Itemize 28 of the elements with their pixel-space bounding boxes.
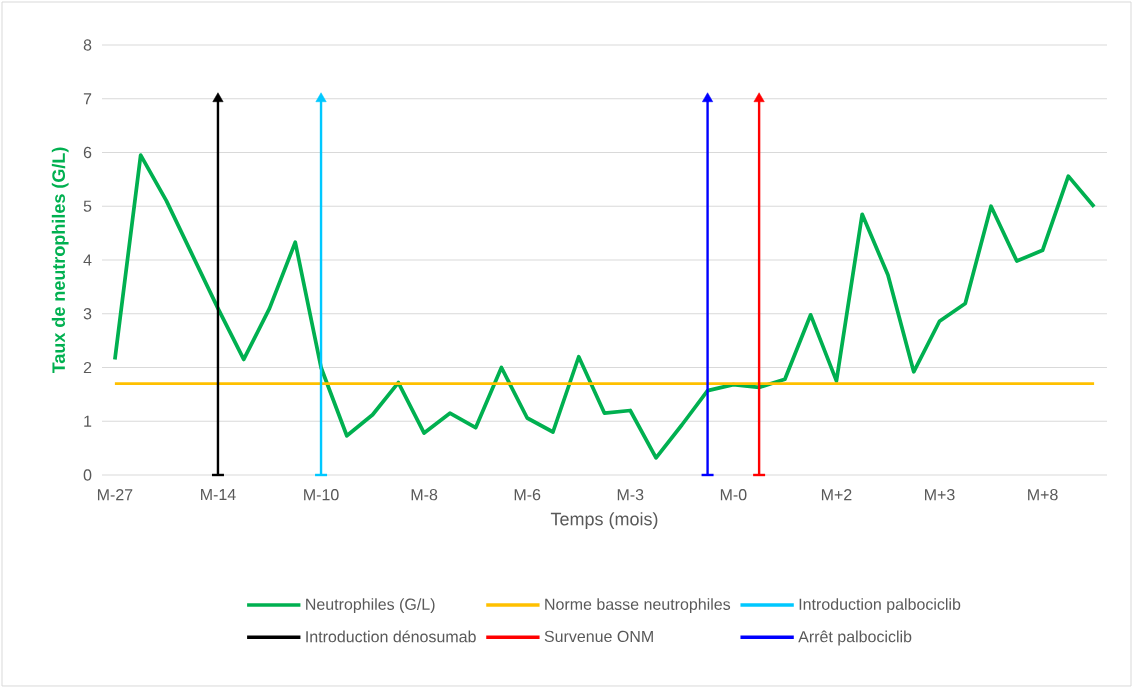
x-tick-label: M-8 [411, 489, 438, 501]
y-tick-label: 4 [83, 254, 92, 266]
x-tick-label: M-6 [514, 489, 541, 501]
x-tick-label: M-27 [97, 489, 133, 501]
y-tick-label: 8 [83, 39, 92, 51]
line-series [113, 153, 1096, 460]
legend-label: Neutrophiles (G/L) [306, 598, 435, 614]
x-tick-label: M+2 [821, 489, 852, 501]
x-tick-label: M+8 [1028, 489, 1058, 501]
x-tick-label: M+3 [925, 489, 955, 501]
y-tick-label: 2 [83, 361, 92, 374]
legend-label: Norme basse neutrophiles [545, 598, 731, 614]
x-axis-title: Temps (mois) [550, 512, 658, 529]
y-tick-label: 3 [83, 308, 92, 320]
x-tick-label: M-14 [201, 489, 236, 501]
y-tick-label: 1 [84, 415, 92, 427]
y-tick-label: 5 [83, 200, 92, 212]
y-tick-label: 0 [83, 469, 92, 481]
legend-label: Introduction palbociclib [799, 598, 961, 614]
y-tick-label: 7 [83, 93, 92, 105]
y-tick-label: 6 [83, 146, 92, 159]
legend-label: Arrêt palbociclib [798, 630, 912, 646]
legend-label: Survenue ONM [544, 630, 653, 643]
x-tick-label: M-10 [304, 489, 339, 501]
x-tick-label: M-0 [720, 489, 747, 501]
y-axis-title: Taux de neutrophiles (G/L) [51, 147, 69, 374]
x-tick-label: M-3 [617, 489, 644, 501]
legend-label: Introduction dénosumab [306, 630, 476, 643]
